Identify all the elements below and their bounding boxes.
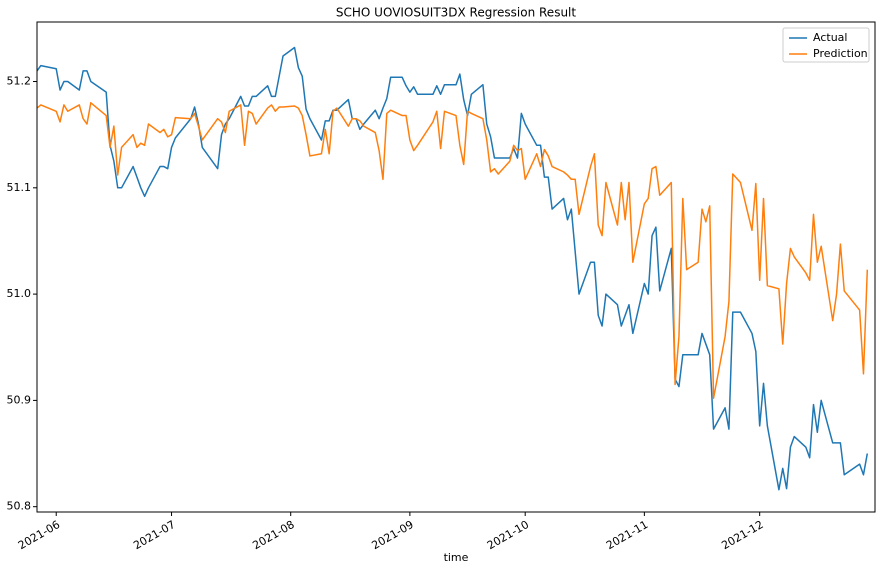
x-tick-label: 2021-06 <box>16 518 62 552</box>
y-tick-label: 51.0 <box>7 287 32 300</box>
y-tick-label: 50.8 <box>7 500 32 513</box>
series-line <box>37 46 869 491</box>
x-tick-label: 2021-11 <box>604 518 650 552</box>
x-tick-label: 2021-07 <box>131 518 177 552</box>
series-line <box>37 102 869 400</box>
plot-frame <box>36 21 876 513</box>
x-tick-label: 2021-09 <box>370 518 416 552</box>
y-tick-label: 51.1 <box>7 181 32 194</box>
x-tick-label: 2021-12 <box>719 518 765 552</box>
legend-label: Actual <box>813 31 847 44</box>
x-tick-label: 2021-10 <box>485 518 531 552</box>
y-tick-label: 50.9 <box>7 393 32 406</box>
x-axis-label: time <box>444 551 469 564</box>
y-tick-label: 51.2 <box>7 75 32 88</box>
x-tick-label: 2021-08 <box>250 518 296 552</box>
chart-title: SCHO UOVIOSUIT3DX Regression Result <box>336 6 576 20</box>
legend-label: Prediction <box>813 47 868 60</box>
